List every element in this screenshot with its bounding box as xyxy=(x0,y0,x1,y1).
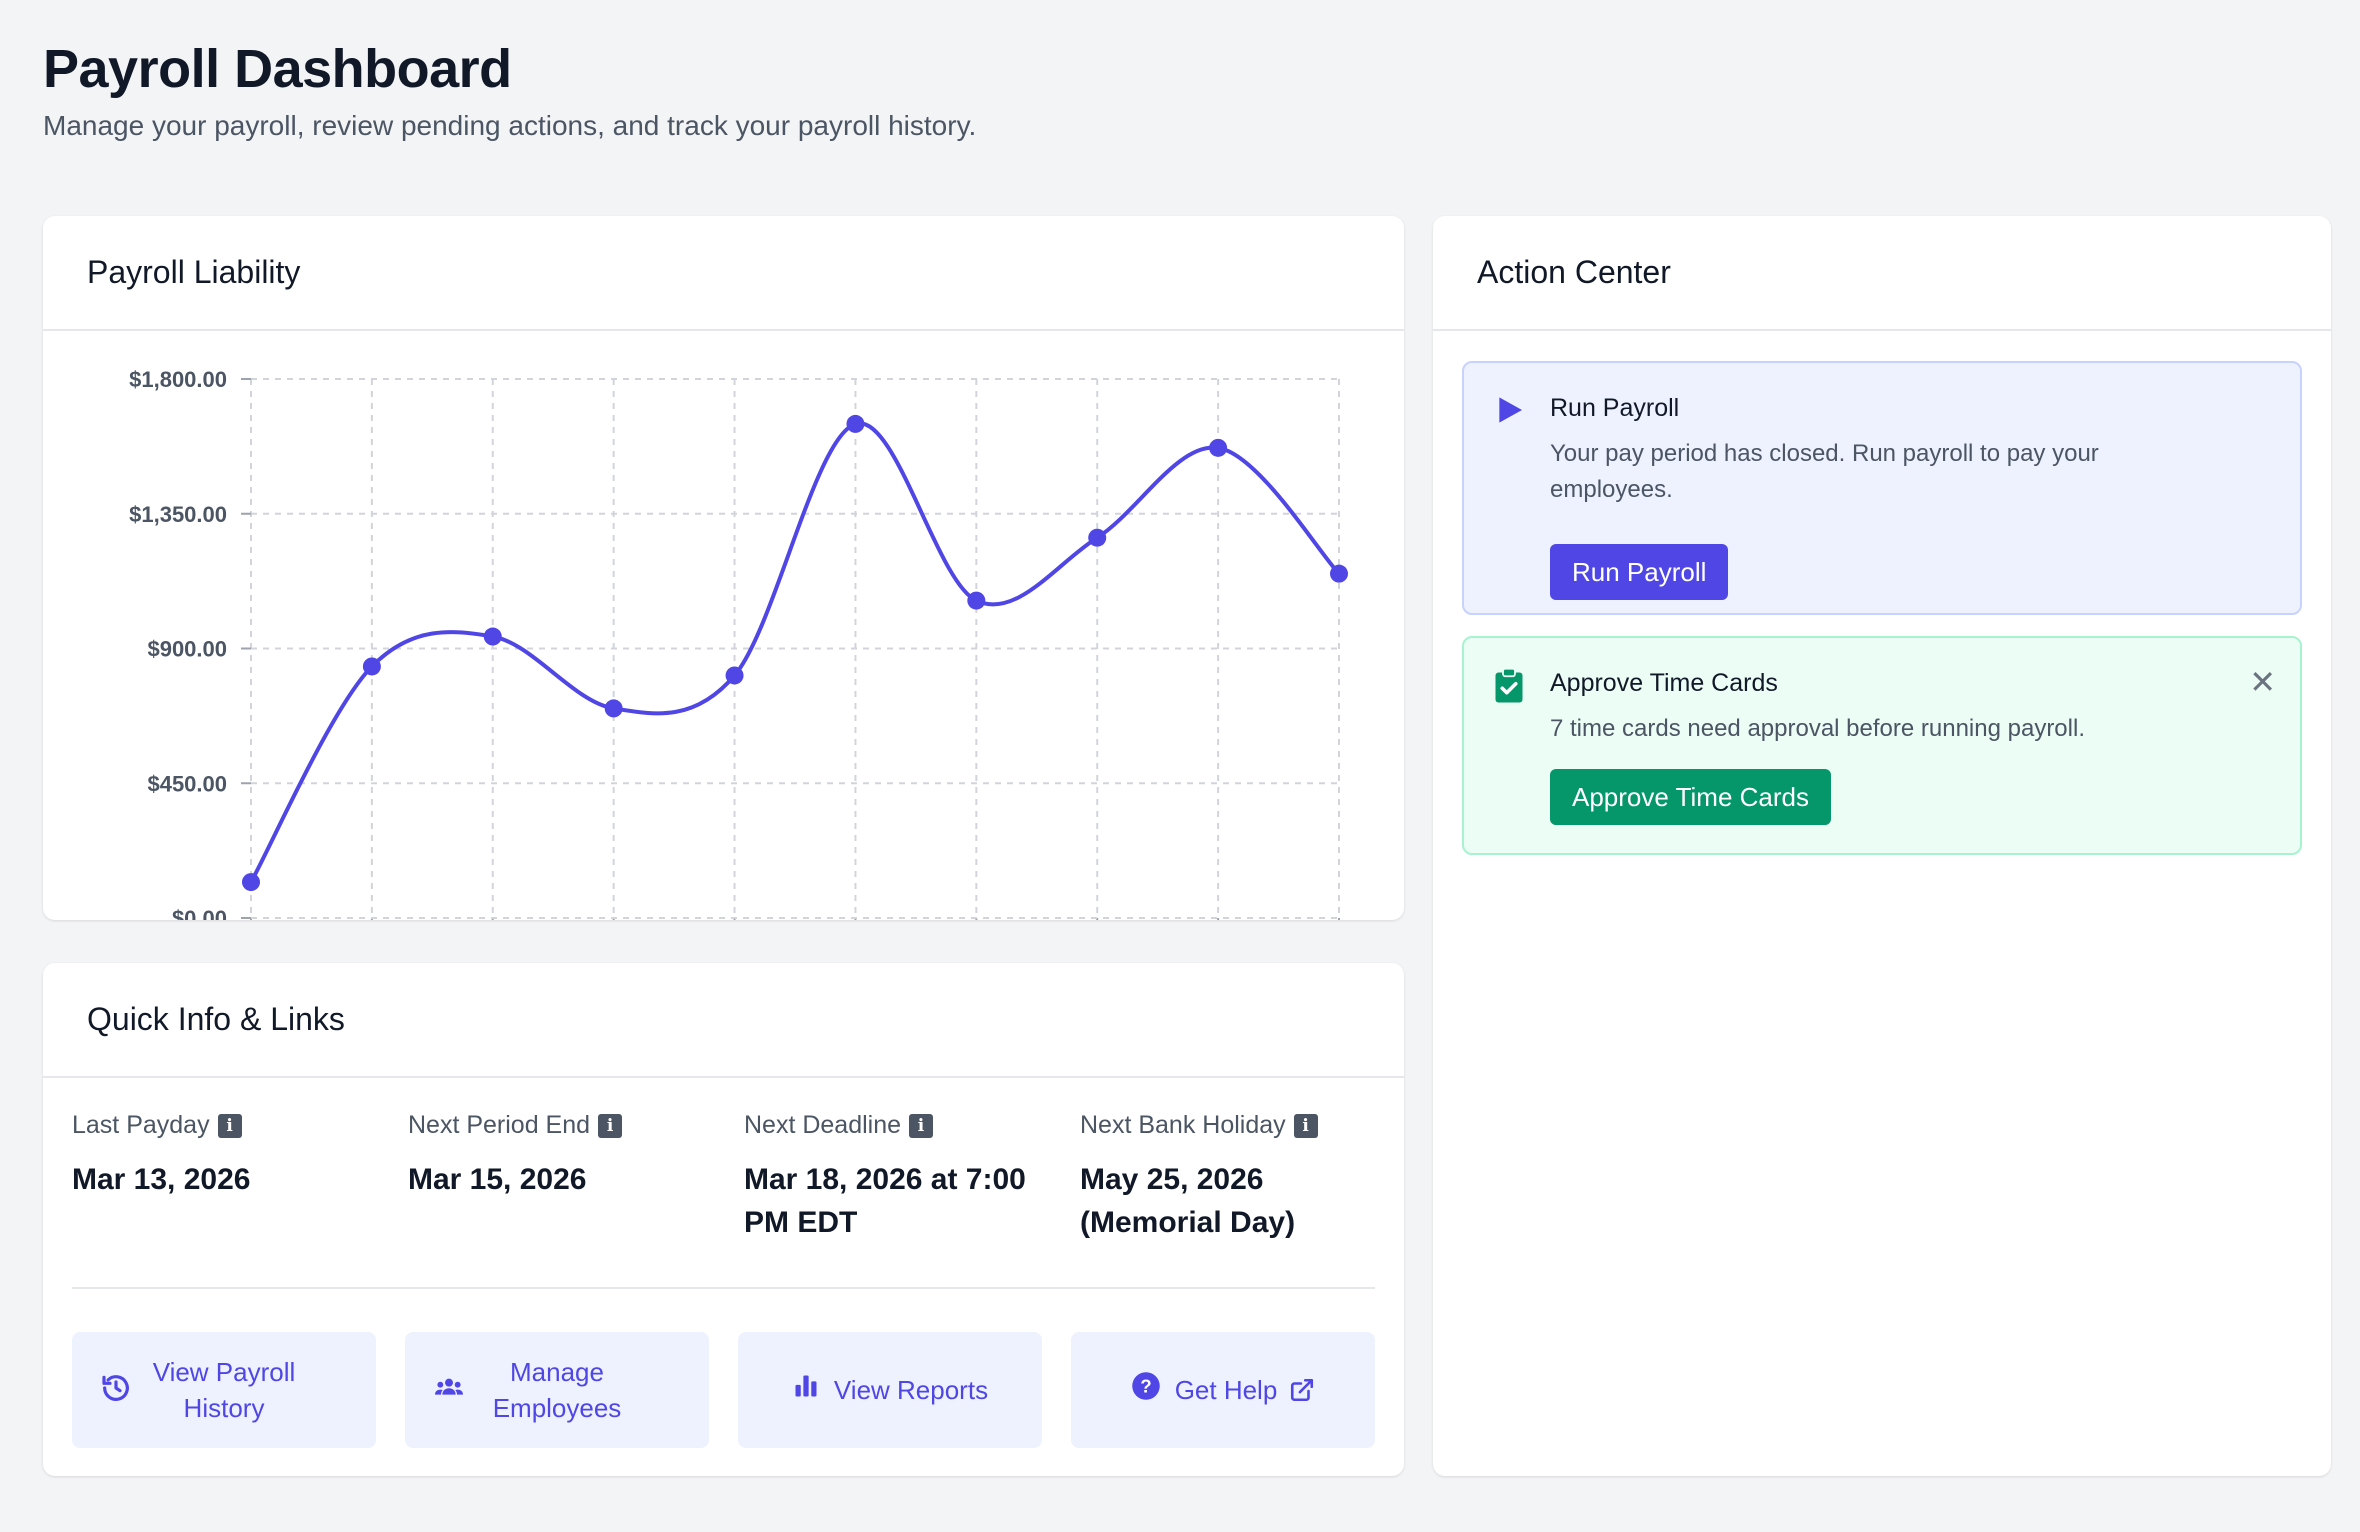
info-icon[interactable]: i xyxy=(909,1113,934,1138)
page-header: Payroll Dashboard Manage your payroll, r… xyxy=(43,38,976,142)
action-center-card: Action Center Run Payroll Your pay perio… xyxy=(1433,216,2331,1476)
info-icon[interactable]: i xyxy=(217,1113,242,1138)
info-label: Next Bank Holiday xyxy=(1080,1111,1286,1139)
action-description: Your pay period has closed. Run payroll … xyxy=(1550,440,2099,503)
button-label: View Reports xyxy=(833,1375,989,1405)
play-icon xyxy=(1494,393,1526,432)
button-label: Manage Employees xyxy=(492,1357,622,1423)
action-title: Approve Time Cards xyxy=(1550,669,1778,697)
payroll-liability-card: Payroll Liability Jan 9Jan 16Jan 23Jan 3… xyxy=(43,216,1404,920)
info-next-deadline: Next Deadline i Mar 18, 2026 at 7:00 PM E… xyxy=(744,1111,1064,1244)
action-description: 7 time cards need approval before runnin… xyxy=(1550,715,2085,742)
info-last-payday: Last Payday i Mar 13, 2026 xyxy=(72,1111,392,1201)
data-point xyxy=(1330,564,1348,583)
info-value: Mar 15, 2026 xyxy=(408,1163,587,1196)
button-label: View Payroll History xyxy=(152,1357,296,1423)
info-label: Next Deadline xyxy=(744,1111,902,1139)
info-icon[interactable]: i xyxy=(598,1113,623,1138)
series-line xyxy=(249,421,1341,884)
close-icon[interactable]: ✕ xyxy=(2249,664,2276,700)
run-payroll-button[interactable]: Run Payroll xyxy=(1550,544,1729,600)
approve-time-cards-button[interactable]: Approve Time Cards xyxy=(1550,769,1831,825)
button-label: Get Help xyxy=(1174,1375,1278,1405)
clipboard-check-icon xyxy=(1494,667,1524,709)
info-label: Next Period End xyxy=(408,1111,591,1139)
run-payroll-action: Run Payroll Your pay period has closed. … xyxy=(1462,361,2302,615)
info-row: Last Payday i Mar 13, 2026 Next Period En… xyxy=(72,1111,1372,1251)
data-point xyxy=(483,627,502,646)
info-label: Last Payday xyxy=(72,1111,210,1139)
data-point xyxy=(1209,438,1228,457)
y-tick-label: $0.00 xyxy=(172,906,227,920)
payroll-liability-chart: Jan 9Jan 16Jan 23Jan 30Feb 6Feb 13Feb 20… xyxy=(129,367,1348,920)
data-point xyxy=(604,699,623,718)
card-title: Quick Info & Links xyxy=(43,963,1404,1078)
card-title: Action Center xyxy=(1433,216,2331,331)
get-help-button[interactable]: ? Get Help xyxy=(1071,1332,1375,1448)
external-link-icon xyxy=(1289,1377,1315,1403)
quick-info-card: Quick Info & Links Last Payday i Mar 13, … xyxy=(43,963,1404,1476)
info-value: Mar 13, 2026 xyxy=(72,1163,251,1196)
approve-time-cards-action: Approve Time Cards 7 time cards need app… xyxy=(1462,636,2302,855)
info-next-bank-holiday: Next Bank Holiday i May 25, 2026 (Memoria… xyxy=(1080,1111,1400,1244)
y-tick-label: $1,800.00 xyxy=(129,367,227,392)
view-payroll-history-button[interactable]: View Payroll History xyxy=(72,1332,376,1448)
data-point xyxy=(242,873,260,892)
page-subtitle: Manage your payroll, review pending acti… xyxy=(43,110,977,141)
data-point xyxy=(725,666,744,685)
y-tick-label: $450.00 xyxy=(147,771,227,796)
question-circle-icon: ? xyxy=(1131,1371,1161,1410)
view-reports-button[interactable]: View Reports xyxy=(738,1332,1042,1448)
info-value: May 25, 2026 (Memorial Day) xyxy=(1080,1163,1296,1239)
y-tick-label: $900.00 xyxy=(147,637,227,662)
y-tick-label: $1,350.00 xyxy=(129,502,227,527)
svg-text:?: ? xyxy=(1140,1375,1151,1396)
action-title: Run Payroll xyxy=(1550,394,1680,422)
page-title: Payroll Dashboard xyxy=(43,39,512,99)
data-point xyxy=(967,591,986,610)
history-icon xyxy=(100,1372,132,1413)
data-point xyxy=(1088,528,1107,547)
data-point xyxy=(362,657,381,676)
data-point xyxy=(846,414,865,433)
info-icon[interactable]: i xyxy=(1293,1113,1318,1138)
info-value: Mar 18, 2026 at 7:00 PM EDT xyxy=(744,1163,1026,1239)
bar-chart-icon xyxy=(792,1372,820,1409)
divider xyxy=(72,1287,1375,1289)
card-title: Payroll Liability xyxy=(43,216,1404,331)
manage-employees-button[interactable]: Manage Employees xyxy=(405,1332,709,1448)
users-icon xyxy=(433,1372,465,1413)
info-next-period-end: Next Period End i Mar 15, 2026 xyxy=(408,1111,728,1201)
